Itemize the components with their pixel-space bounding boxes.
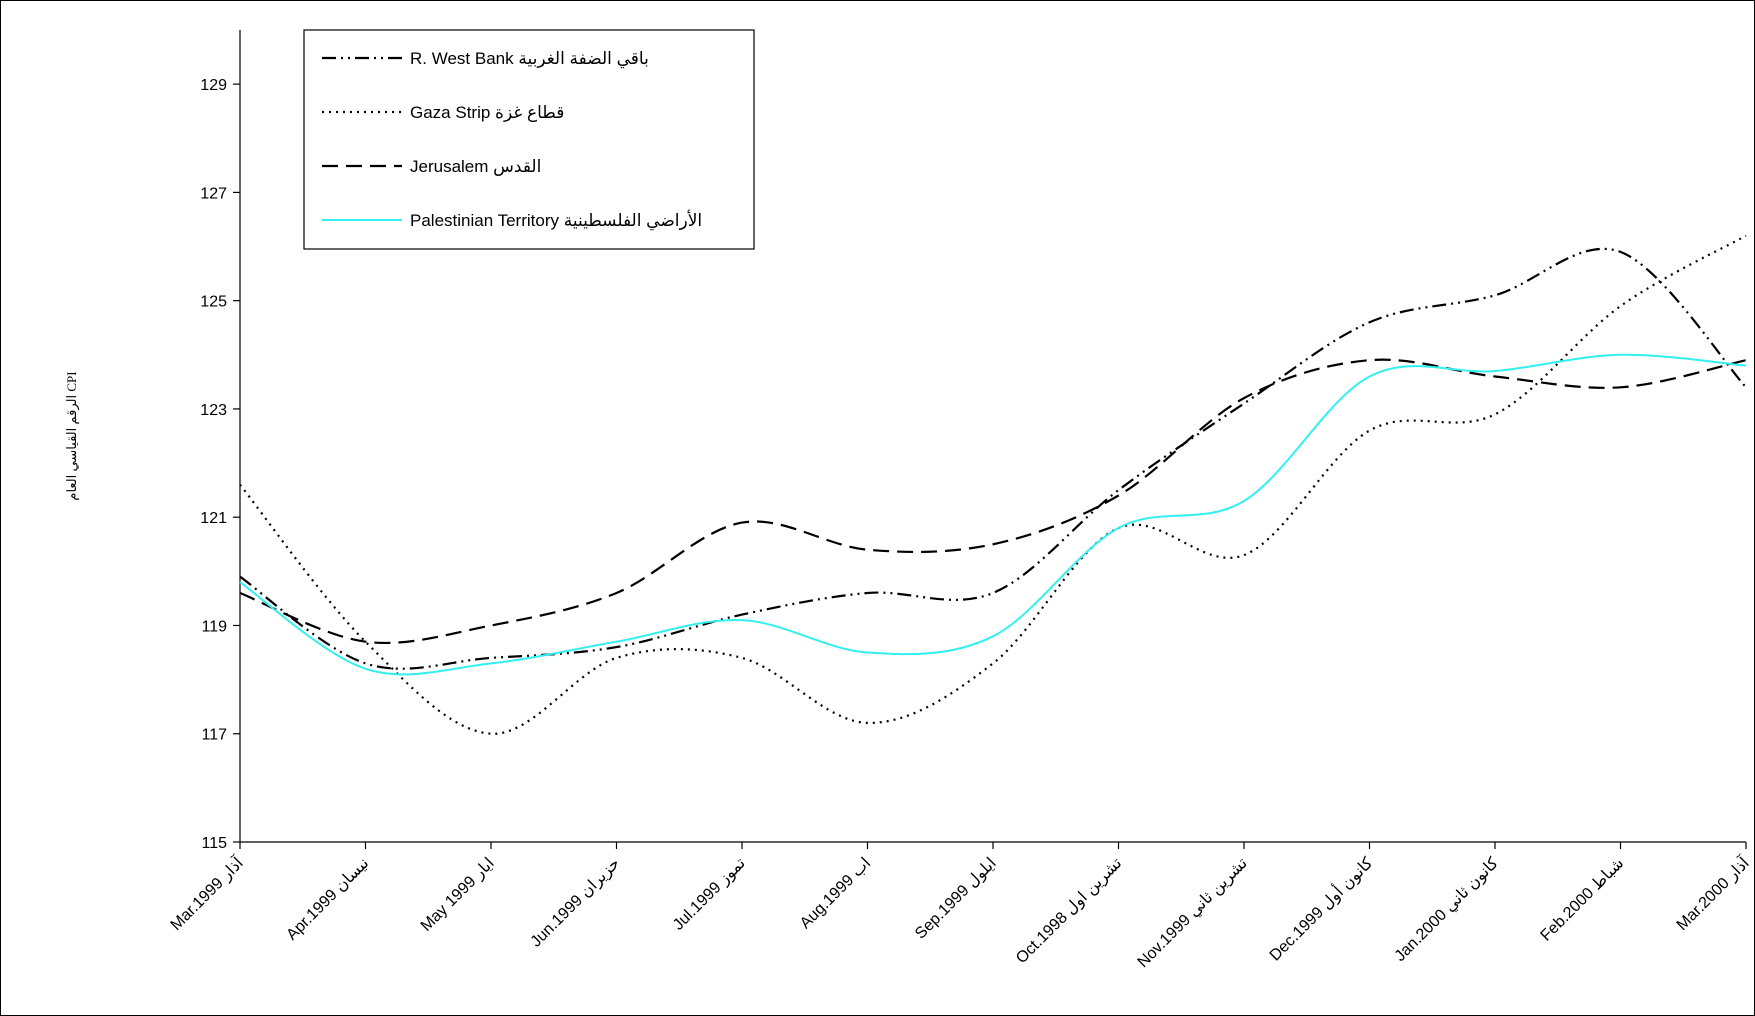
x-tick-label: Nov.1999 تشرين ثاني — [1135, 855, 1252, 972]
y-tick-label: 115 — [201, 835, 227, 852]
y-tick-label: 123 — [200, 402, 227, 419]
x-tick-label: Jul.1999 تموز — [670, 855, 750, 935]
x-tick-label: May 1999 ايار — [418, 855, 499, 936]
x-tick-label: Sep.1999 ايلول — [912, 855, 1000, 943]
x-tick-label: Jun.1999 حزيران — [528, 855, 625, 952]
x-tick-label: Aug.1999 اب — [797, 855, 874, 932]
legend-box — [303, 29, 755, 250]
y-tick-label: 127 — [200, 185, 227, 202]
x-tick-label: Oct.1998 تشرين اول — [1013, 855, 1126, 968]
legend-label-2: Jerusalem القدس — [410, 157, 541, 176]
x-tick-label: Apr.1999 نيسان — [283, 855, 372, 944]
legend-label-1: Gaza Strip قطاع غزة — [410, 103, 564, 123]
y-axis-label: الرقم القياسي العام CPI — [64, 371, 80, 500]
legend: R. West Bank باقي الضفة الغربية Gaza Stri… — [303, 29, 755, 250]
y-tick-label: 125 — [200, 294, 227, 311]
series-line-0 — [239, 247, 1747, 670]
x-tick-label: Dec.1999 كانون أول — [1265, 852, 1378, 965]
series-layer — [239, 234, 1747, 735]
legend-label-0: R. West Bank باقي الضفة الغربية — [410, 49, 649, 69]
y-tick-label: 129 — [200, 77, 227, 94]
x-tick-label: Mar.2000 آذار — [1672, 852, 1754, 934]
y-tick-label: 117 — [201, 727, 227, 744]
y-tick-label: 121 — [200, 510, 227, 527]
series-line-1 — [239, 234, 1747, 735]
series-line-2 — [239, 358, 1747, 645]
x-tick-label: Mar.1999 آذار — [166, 852, 248, 934]
x-tick-label: Feb.2000 شباط — [1538, 855, 1628, 945]
series-line-3 — [239, 353, 1747, 676]
y-tick-label: 119 — [201, 618, 227, 635]
x-tick-label: Jan.2000 كانون ثاني — [1392, 855, 1503, 966]
legend-label-3: Palestinian Territory الأراضي الفلسطينية — [410, 210, 702, 231]
